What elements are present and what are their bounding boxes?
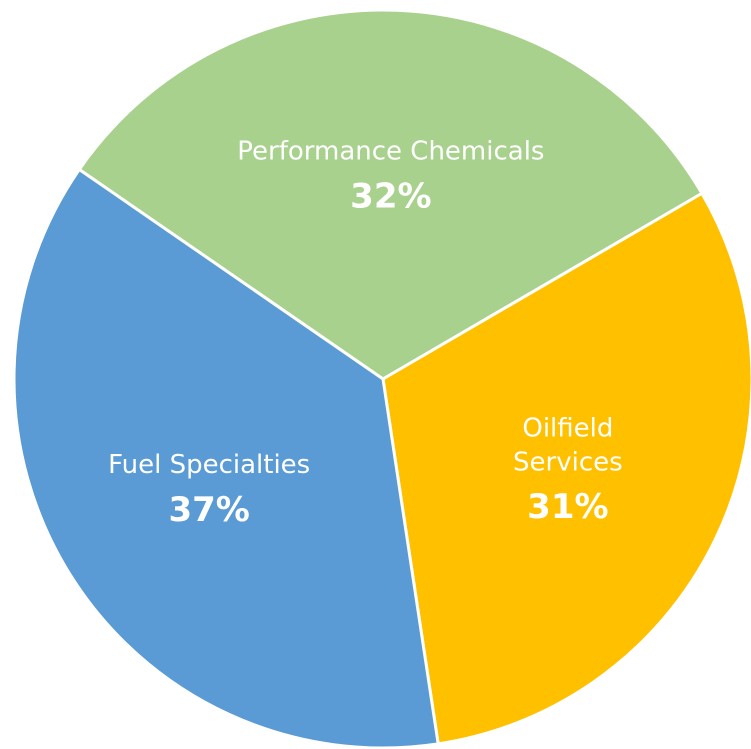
pie-slice: [77, 8, 704, 381]
slice-label: Fuel Specialties: [108, 450, 310, 480]
value-label: 37%: [168, 490, 249, 530]
pie-slice: [12, 167, 440, 749]
pie-slice: [381, 191, 751, 746]
label-line: Oilfield: [522, 413, 613, 443]
slice-label: Oilfield Services: [513, 413, 623, 477]
label-line: Services: [513, 447, 623, 477]
value-label: 31%: [527, 487, 608, 527]
slice-label: Performance Chemicals: [237, 137, 544, 167]
value-label: 32%: [350, 177, 431, 217]
